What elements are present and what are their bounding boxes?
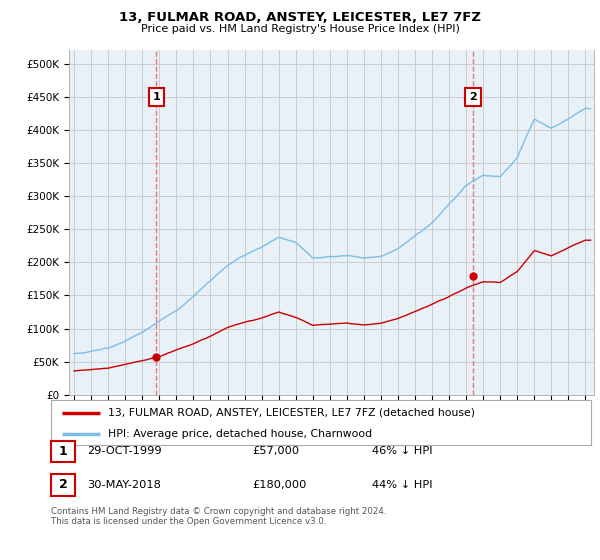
- Text: 13, FULMAR ROAD, ANSTEY, LEICESTER, LE7 7FZ: 13, FULMAR ROAD, ANSTEY, LEICESTER, LE7 …: [119, 11, 481, 24]
- Text: 29-OCT-1999: 29-OCT-1999: [87, 446, 161, 456]
- Text: 2: 2: [59, 478, 67, 492]
- Text: £180,000: £180,000: [252, 480, 307, 490]
- Text: 46% ↓ HPI: 46% ↓ HPI: [372, 446, 433, 456]
- Text: 2: 2: [469, 92, 477, 102]
- Text: Contains HM Land Registry data © Crown copyright and database right 2024.
This d: Contains HM Land Registry data © Crown c…: [51, 507, 386, 526]
- Text: 30-MAY-2018: 30-MAY-2018: [87, 480, 161, 490]
- Text: Price paid vs. HM Land Registry's House Price Index (HPI): Price paid vs. HM Land Registry's House …: [140, 24, 460, 34]
- Text: HPI: Average price, detached house, Charnwood: HPI: Average price, detached house, Char…: [108, 428, 372, 438]
- Text: 1: 1: [152, 92, 160, 102]
- Text: 13, FULMAR ROAD, ANSTEY, LEICESTER, LE7 7FZ (detached house): 13, FULMAR ROAD, ANSTEY, LEICESTER, LE7 …: [108, 408, 475, 418]
- Text: 1: 1: [59, 445, 67, 458]
- Text: £57,000: £57,000: [252, 446, 299, 456]
- Text: 44% ↓ HPI: 44% ↓ HPI: [372, 480, 433, 490]
